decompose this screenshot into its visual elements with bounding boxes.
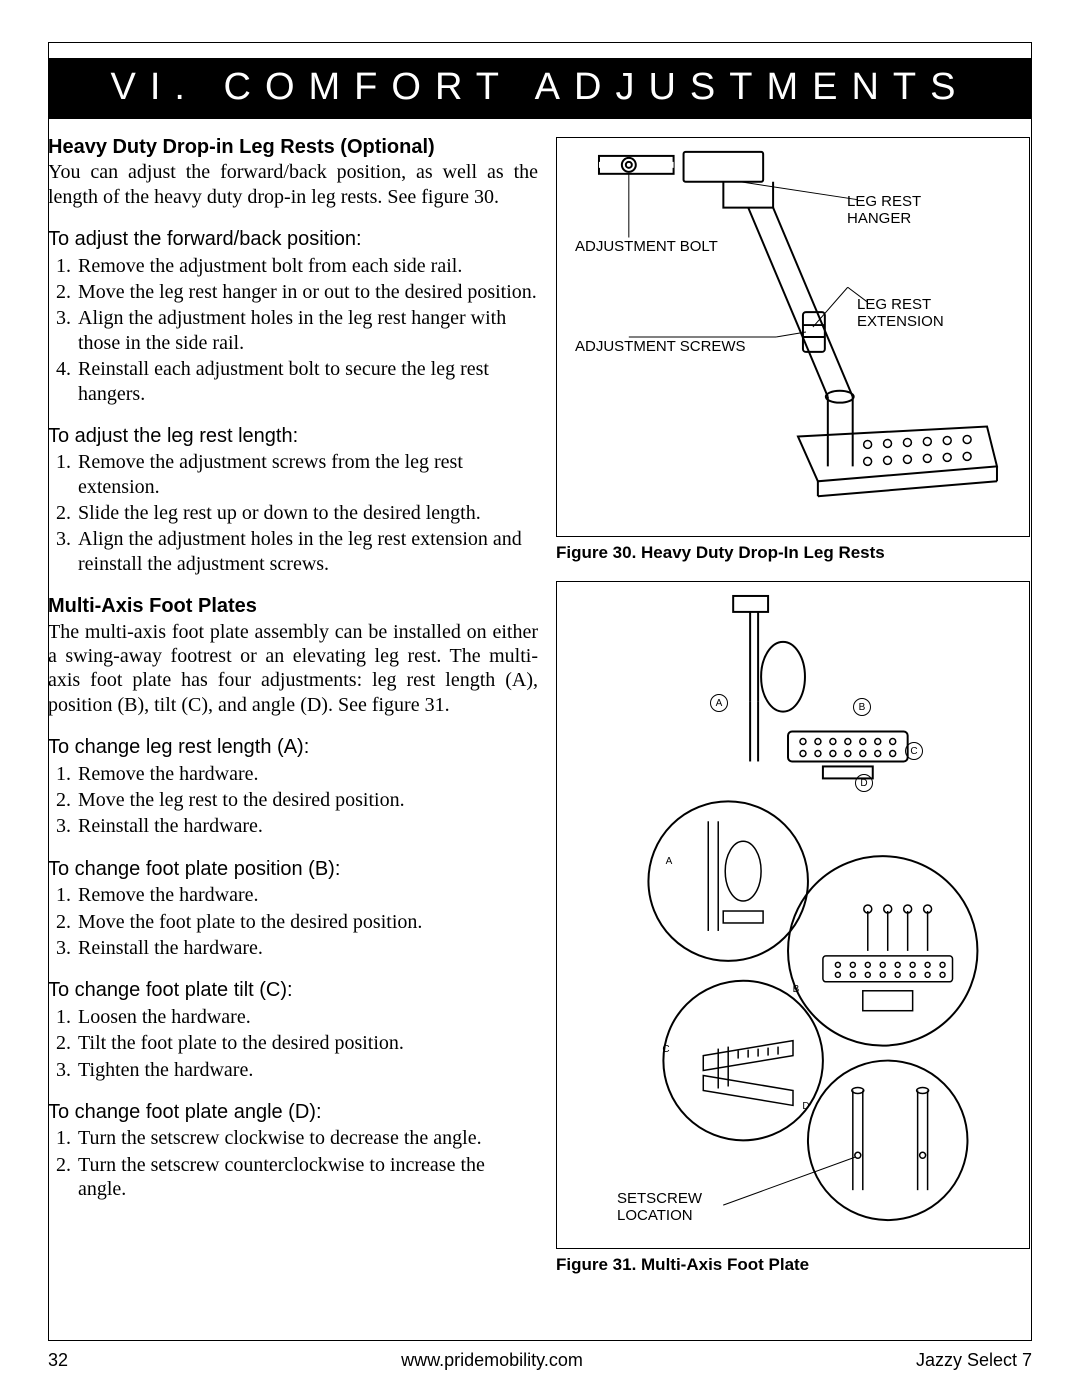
list-item: Tilt the foot plate to the desired posit…: [76, 1031, 538, 1055]
list-item: Loosen the hardware.: [76, 1005, 538, 1029]
page-number: 32: [48, 1350, 68, 1371]
len-heading: To adjust the leg rest length:: [48, 424, 538, 448]
a-heading: To change leg rest length (A):: [48, 735, 538, 759]
d-heading: To change foot plate angle (D):: [48, 1100, 538, 1124]
right-column: ADJUSTMENT BOLT LEG REST HANGER LEG REST…: [556, 133, 1032, 1275]
c-steps-list: Loosen the hardware. Tilt the foot plate…: [48, 1005, 538, 1082]
list-item: Turn the setscrew clockwise to decrease …: [76, 1126, 538, 1150]
b-steps-list: Remove the hardware. Move the foot plate…: [48, 883, 538, 960]
list-item: Reinstall the hardware.: [76, 936, 538, 960]
figure-31-diagram: [557, 582, 1029, 1248]
label-leg-rest-hanger: LEG REST HANGER: [847, 193, 921, 228]
fb-steps-list: Remove the adjustment bolt from each sid…: [48, 254, 538, 406]
figure-30: ADJUSTMENT BOLT LEG REST HANGER LEG REST…: [556, 137, 1030, 537]
section-title: VI. COMFORT ADJUSTMENTS: [48, 58, 1032, 119]
list-item: Remove the hardware.: [76, 762, 538, 786]
multi-axis-intro: The multi-axis foot plate assembly can b…: [48, 620, 538, 718]
label-d-upper: D: [855, 774, 873, 792]
list-item: Align the adjustment holes in the leg re…: [76, 527, 538, 576]
list-item: Move the leg rest to the desired positio…: [76, 788, 538, 812]
list-item: Move the leg rest hanger in or out to th…: [76, 280, 538, 304]
label-b-upper: B: [853, 698, 871, 716]
page-footer: 32 www.pridemobility.com Jazzy Select 7: [48, 1350, 1032, 1371]
figure-31: A B C D A B C D SETSCREW LOCATION: [556, 581, 1030, 1249]
fb-heading: To adjust the forward/back position:: [48, 227, 538, 251]
figure-31-caption: Figure 31. Multi-Axis Foot Plate: [556, 1255, 1030, 1275]
len-steps-list: Remove the adjustment screws from the le…: [48, 450, 538, 576]
b-heading: To change foot plate position (B):: [48, 857, 538, 881]
footer-url: www.pridemobility.com: [401, 1350, 583, 1371]
label-c-detail: C: [657, 1040, 675, 1058]
label-a-detail: A: [660, 852, 678, 870]
footer-product: Jazzy Select 7: [916, 1350, 1032, 1371]
list-item: Remove the adjustment screws from the le…: [76, 450, 538, 499]
list-item: Remove the hardware.: [76, 883, 538, 907]
label-adjustment-screws: ADJUSTMENT SCREWS: [575, 338, 746, 355]
d-steps-list: Turn the setscrew clockwise to decrease …: [48, 1126, 538, 1201]
list-item: Move the foot plate to the desired posit…: [76, 910, 538, 934]
label-b-detail: B: [787, 980, 805, 998]
list-item: Reinstall the hardware.: [76, 814, 538, 838]
figure-30-diagram: [557, 138, 1029, 536]
label-c-upper: C: [905, 742, 923, 760]
left-column: Heavy Duty Drop-in Leg Rests (Optional) …: [48, 133, 538, 1275]
list-item: Slide the leg rest up or down to the des…: [76, 501, 538, 525]
a-steps-list: Remove the hardware. Move the leg rest t…: [48, 762, 538, 839]
content-area: Heavy Duty Drop-in Leg Rests (Optional) …: [48, 133, 1032, 1275]
list-item: Reinstall each adjustment bolt to secure…: [76, 357, 538, 406]
list-item: Remove the adjustment bolt from each sid…: [76, 254, 538, 278]
heavy-duty-intro: You can adjust the forward/back position…: [48, 160, 538, 209]
figure-30-caption: Figure 30. Heavy Duty Drop-In Leg Rests: [556, 543, 1030, 563]
label-setscrew: SETSCREW LOCATION: [617, 1190, 702, 1225]
list-item: Align the adjustment holes in the leg re…: [76, 306, 538, 355]
list-item: Turn the setscrew counterclockwise to in…: [76, 1153, 538, 1202]
c-heading: To change foot plate tilt (C):: [48, 978, 538, 1002]
label-adjustment-bolt: ADJUSTMENT BOLT: [575, 238, 718, 255]
label-leg-rest-extension: LEG REST EXTENSION: [857, 296, 944, 331]
heavy-duty-heading: Heavy Duty Drop-in Leg Rests (Optional): [48, 135, 538, 159]
multi-axis-heading: Multi-Axis Foot Plates: [48, 594, 538, 618]
label-d-detail: D: [797, 1097, 815, 1115]
label-a-upper: A: [710, 694, 728, 712]
list-item: Tighten the hardware.: [76, 1058, 538, 1082]
